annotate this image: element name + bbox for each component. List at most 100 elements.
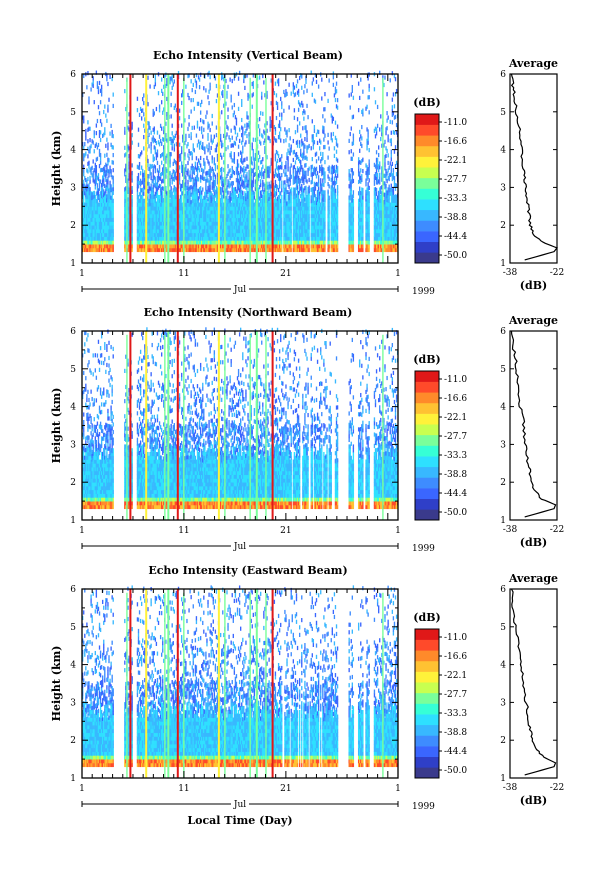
heatmap-cell [227,183,229,188]
heatmap-cell [305,232,307,237]
heatmap-cell [222,210,224,215]
heatmap-cell [295,240,298,245]
heatmap-cell [221,213,223,219]
heatmap-cell [171,191,173,196]
heatmap-cell [230,232,232,237]
heatmap-cell [262,247,264,253]
heatmap-cell [204,176,206,181]
heatmap-cell [163,221,165,226]
heatmap-cell [251,236,253,241]
heatmap-cell [104,127,106,132]
heatmap-cell [201,228,203,234]
heatmap-cell [231,173,233,178]
heatmap-cell [142,232,144,237]
heatmap [82,70,399,263]
heatmap-cell [295,221,298,226]
heatmap-cell [142,206,144,211]
heatmap-cell [185,167,187,172]
heatmap-cell [112,240,114,245]
heatmap-cell [193,244,195,249]
heatmap-cell [311,134,313,139]
heatmap-cell [86,217,88,222]
heatmap-cell [138,221,141,226]
heatmap-cell [286,217,288,222]
heatmap-cell [128,157,130,162]
heatmap-cell [301,221,303,226]
heatmap-cell [216,194,219,200]
heatmap-cell [137,236,140,241]
heatmap-cell [161,187,163,192]
heatmap-cell [205,232,207,237]
heatmap-cell [199,189,202,195]
heatmap-cell [83,217,85,222]
heatmap-cell [278,217,281,222]
heatmap-cell [163,179,165,184]
heatmap-cell [225,120,227,125]
heatmap-cell [131,213,133,219]
heatmap-cell [125,244,127,249]
heatmap-cell [287,194,289,200]
heatmap-cell [263,228,265,234]
heatmap-cell [292,89,295,94]
heatmap-cell [149,247,151,253]
heatmap-cell [174,160,177,165]
heatmap-cell [204,74,206,79]
heatmap-cell [250,202,252,207]
heatmap-cell [303,198,305,203]
heatmap-cell [292,176,295,181]
heatmap-cell [266,240,268,245]
heatmap-cell [186,191,188,196]
heatmap-cell [263,129,265,134]
heatmap-cell [289,240,291,245]
heatmap-cell [181,236,183,241]
heatmap-cell [186,225,188,230]
heatmap-cell [172,176,174,182]
heatmap-cell [87,225,89,230]
heatmap-cell [304,84,306,89]
heatmap-cell [127,178,129,183]
heatmap-cell [223,160,225,165]
heatmap-cell [154,191,157,196]
heatmap-cell [131,247,133,253]
heatmap-cell [212,202,214,207]
heatmap-cell [243,202,245,207]
heatmap-cell [275,217,278,222]
heatmap-cell [143,172,145,177]
heatmap-cell [148,198,150,203]
heatmap-cell [243,196,245,201]
heatmap-cell [86,228,88,234]
heatmap-cell [105,228,107,234]
heatmap-cell [230,213,232,219]
heatmap-cell [188,247,190,253]
heatmap-cell [100,88,103,93]
heatmap-cell [242,213,244,219]
heatmap-cell [151,232,153,237]
heatmap-cell [99,202,102,207]
heatmap-cell [138,165,141,170]
heatmap-cell [165,198,167,203]
heatmap-cell [292,206,295,211]
heatmap-cell [270,191,272,197]
heatmap-cell [264,210,266,215]
heatmap-cell [223,77,225,82]
heatmap-cell [253,157,256,162]
heatmap-cell [278,240,281,245]
heatmap-cell [267,206,269,211]
heatmap-cell [159,194,162,200]
heatmap-cell [225,196,227,201]
heatmap-cell [209,86,211,91]
heatmap-cell [99,191,102,196]
heatmap-cell [127,232,129,237]
heatmap-cell [305,228,307,234]
heatmap-cell [192,191,194,196]
heatmap-cell [109,210,111,215]
heatmap-cell [104,104,106,109]
heatmap-cell [171,78,173,83]
heatmap-cell [108,169,110,174]
heatmap-cell [136,164,139,169]
heatmap-cell [198,206,201,211]
heatmap-cell [242,221,244,226]
heatmap-cell [254,244,257,249]
heatmap-cell [296,240,299,245]
